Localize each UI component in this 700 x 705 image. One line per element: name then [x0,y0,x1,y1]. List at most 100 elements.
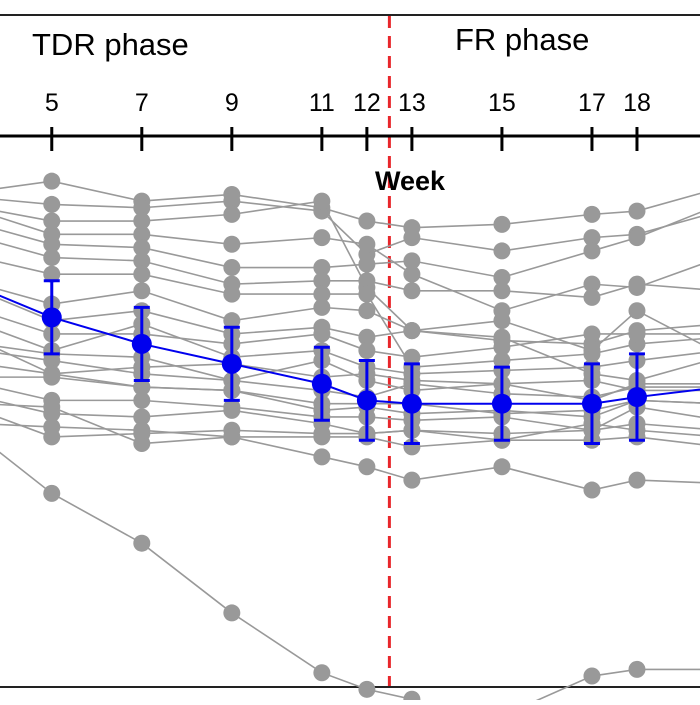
individual-point-22-week-9 [223,604,241,622]
individual-point-10-week-13 [403,348,421,366]
individual-point-2-week-9 [223,192,241,210]
individual-point-7-week-11 [313,285,331,303]
mean-point-week-17 [581,393,602,414]
individual-point-22-week-11 [313,664,331,682]
individual-point-7-week-9 [223,285,241,303]
individual-point-6-week-13 [403,282,421,300]
individual-point-4-week-7 [133,225,151,243]
x-tick-label-13: 13 [398,89,426,117]
individual-point-6-week-15 [493,282,511,300]
x-tick-label-11: 11 [309,89,335,117]
individual-point-10-week-18 [628,325,646,343]
individual-point-4-week-17 [583,275,601,293]
individual-point-21-week-12 [358,458,376,476]
individual-point-5-week-5 [43,235,61,253]
mean-point-week-9 [221,353,242,374]
individual-point-7-week-12 [358,285,376,303]
individual-point-8-week-7 [133,282,151,300]
individual-point-10-week-11 [313,325,331,343]
individual-point-8-week-11 [313,298,331,316]
individual-point-22-week-12 [358,680,376,698]
individual-point-5-week-9 [223,259,241,277]
individual-point-2-week-13 [403,229,421,247]
individual-point-4-week-12 [358,235,376,253]
individual-point-1-week-12 [358,212,376,230]
individual-point-1-week-5 [43,172,61,190]
individual-point-5-week-11 [313,259,331,277]
individual-point-1-week-15 [493,215,511,233]
individual-point-6-week-11 [313,272,331,290]
individual-point-21-week-11 [313,448,331,466]
individual-point-21-week-13 [403,471,421,489]
individual-point-10-week-15 [493,338,511,356]
individual-point-10-week-17 [583,325,601,343]
individual-point-14-week-5 [43,352,61,370]
individual-point-16-week-5 [43,368,61,386]
individual-point-21-week-5 [43,418,61,436]
mean-point-week-12 [356,390,377,411]
individual-point-22-week-18 [628,660,646,678]
individual-point-7-week-5 [43,265,61,283]
individual-point-4-week-13 [403,265,421,283]
individual-point-6-week-5 [43,249,61,267]
phase-boundary-lines [387,16,391,686]
individual-point-20-week-11 [313,428,331,446]
mean-point-week-13 [401,393,422,414]
mean-point-week-18 [626,387,647,408]
individual-point-21-week-9 [223,428,241,446]
individual-point-8-week-12 [358,302,376,320]
phase-label-fr: FR phase [455,22,589,57]
individual-point-4-week-9 [223,235,241,253]
individual-point-21-week-18 [628,471,646,489]
individual-point-2-week-15 [493,242,511,260]
individual-point-3-week-9 [223,205,241,223]
mean-point-week-5 [41,307,62,328]
x-tick-label-17: 17 [578,89,606,117]
individual-point-3-week-7 [133,212,151,230]
x-axis: 5 7 9 11 12 13 15 17 18 [0,89,700,151]
individual-point-21-week-15 [493,458,511,476]
x-tick-label-18: 18 [623,89,651,117]
individual-point-5-week-7 [133,239,151,257]
individual-point-22-week-17 [583,667,601,685]
individual-point-18-week-7 [133,408,151,426]
individual-point-6-week-18 [628,275,646,293]
individual-point-3-week-5 [43,212,61,230]
individual-point-6-week-17 [583,288,601,306]
x-tick-label-9: 9 [225,89,239,117]
individual-point-1-week-17 [583,205,601,223]
individual-point-6-week-7 [133,252,151,270]
individual-point-4-week-15 [493,302,511,320]
individual-point-22-week-5 [43,484,61,502]
mean-series-group [0,279,700,446]
x-tick-label-7: 7 [135,89,149,117]
individual-point-18-week-9 [223,401,241,419]
individual-point-4-week-11 [313,229,331,247]
individual-point-5-week-18 [628,229,646,247]
individual-point-3-week-11 [313,192,331,210]
individual-point-2-week-17 [583,229,601,247]
x-tick-label-5: 5 [45,89,59,117]
x-tick-label-12: 12 [353,89,381,117]
individual-point-9-week-12 [358,328,376,346]
phase-label-tdr: TDR phase [32,27,189,62]
individual-point-17-week-7 [133,391,151,409]
individual-point-7-week-7 [133,265,151,283]
individual-point-10-week-12 [358,342,376,360]
individual-point-3-week-18 [628,302,646,320]
individual-point-22-week-7 [133,534,151,552]
x-axis-title: Week [375,166,446,196]
individual-point-21-week-7 [133,421,151,439]
individual-point-16-week-7 [133,378,151,396]
individual-point-5-week-17 [583,242,601,260]
individual-point-20-week-7 [133,435,151,453]
individual-point-8-week-9 [223,312,241,330]
individual-point-6-week-12 [358,272,376,290]
mean-point-week-11 [311,373,332,394]
individual-point-21-week-17 [583,481,601,499]
individual-point-2-week-5 [43,195,61,213]
x-tick-label-15: 15 [488,89,516,117]
